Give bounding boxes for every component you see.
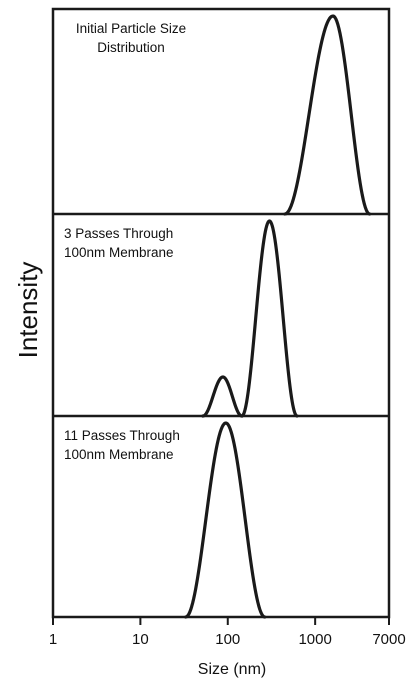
- x-axis-title: Size (nm): [198, 661, 266, 678]
- panel-3-label-line-2: 100nm Membrane: [64, 447, 174, 462]
- panel-3-peak-1: [184, 421, 267, 619]
- panel-2-peak-2: [240, 219, 299, 418]
- plot-frame: [51, 7, 391, 619]
- x-tick-label: 1000: [298, 631, 331, 648]
- panel-1-label-line-1: Initial Particle Size: [76, 21, 186, 36]
- curves-layer: [184, 14, 372, 619]
- panel-2-label-line-1: 3 Passes Through: [64, 226, 173, 241]
- panel-2-label-line-2: 100nm Membrane: [64, 245, 174, 260]
- x-tick-label: 100: [215, 631, 240, 648]
- x-tick-label: 10: [132, 631, 149, 648]
- panel-1-label-line-2: Distribution: [97, 40, 165, 55]
- panel-2-peak-1: [201, 375, 244, 418]
- panel-1-peak-1: [283, 14, 372, 216]
- panel-labels-layer: Initial Particle Size Distribution 3 Passe…: [64, 21, 186, 462]
- x-tick-label: 7000: [372, 631, 405, 648]
- y-axis-title: Intensity: [13, 262, 43, 359]
- panels-layer: [51, 7, 391, 619]
- panel-3-label-line-1: 11 Passes Through: [64, 428, 180, 443]
- x-tick-label: 1: [49, 631, 57, 648]
- x-axis-ticks: 1 10 100 1000 7000: [49, 617, 406, 648]
